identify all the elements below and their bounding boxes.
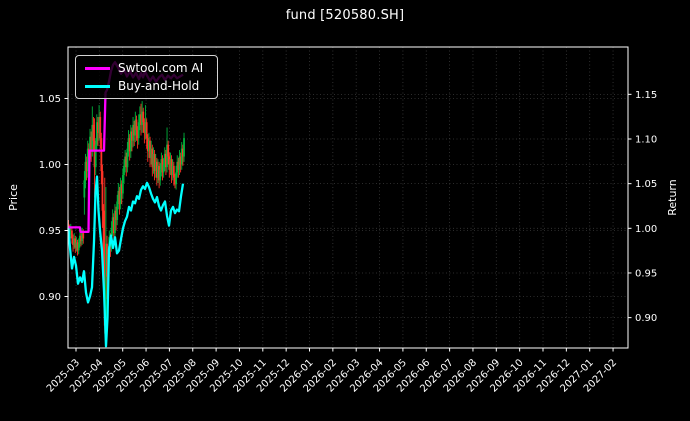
legend-label-ai: Swtool.com AI xyxy=(118,61,204,75)
return-axis-label: Return xyxy=(666,179,679,216)
return-tick-label: 0.90 xyxy=(635,313,657,324)
return-tick-label: 1.05 xyxy=(635,179,657,190)
axes-layer: 2025-032025-042025-052025-062025-072025-… xyxy=(7,46,679,395)
legend-label-bh: Buy-and-Hold xyxy=(118,79,200,93)
series-line-1 xyxy=(67,175,185,348)
legend-line-swatch-ai xyxy=(85,66,110,70)
price-tick-label: 0.95 xyxy=(39,226,61,237)
legend-item-swtool-ai: Swtool.com AI xyxy=(85,61,209,75)
legend-line-swatch-bh xyxy=(85,84,110,88)
chart-title: fund [520580.SH] xyxy=(285,8,405,23)
price-tick-label: 1.05 xyxy=(39,94,61,105)
price-tick-label: 1.00 xyxy=(39,160,61,171)
price-tick-label: 0.90 xyxy=(39,292,61,303)
gridlines xyxy=(68,47,628,348)
plot-border xyxy=(67,46,629,349)
legend-item-buy-and-hold: Buy-and-Hold xyxy=(85,79,209,93)
return-tick-label: 1.10 xyxy=(635,134,657,145)
price-axis-label: Price xyxy=(7,184,20,211)
legend: Swtool.com AI Buy-and-Hold xyxy=(75,55,218,99)
return-tick-label: 1.15 xyxy=(635,90,657,101)
series-lines xyxy=(67,61,185,348)
return-tick-label: 0.95 xyxy=(635,268,657,279)
candles-layer xyxy=(67,101,185,335)
return-tick-label: 1.00 xyxy=(635,224,657,235)
